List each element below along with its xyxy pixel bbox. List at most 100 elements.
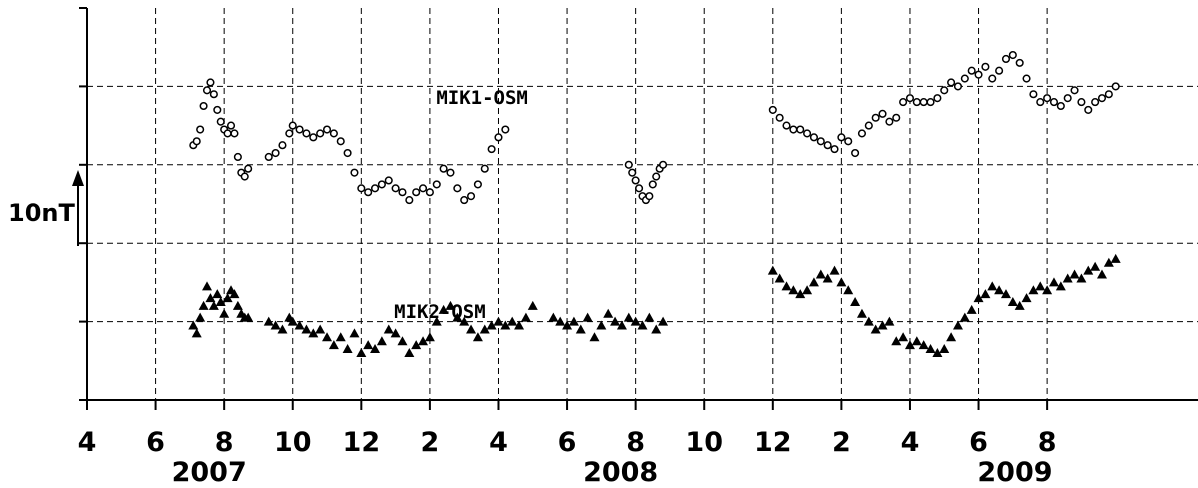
data-point-mik2 [342,344,353,354]
data-point-mik1 [981,62,990,71]
data-point-mik2 [822,273,833,283]
data-point-mik2 [808,277,819,287]
data-point-mik2 [270,320,281,330]
data-point-mik1 [878,109,887,118]
data-point-mik2 [376,336,387,346]
data-point-mik2 [479,324,490,334]
data-point-mik1 [1043,94,1052,103]
data-point-mik2 [287,316,298,326]
data-point-mik2 [205,293,216,303]
data-point-mik1 [919,98,928,107]
data-point-mik1 [1029,90,1038,99]
data-point-mik1 [953,82,963,91]
data-point-mik2 [263,316,274,326]
data-point-mik2 [582,312,593,322]
data-point-mik1 [473,180,482,189]
x-axis-ticks: 4 6 8 10 12 2 4 6 8 10 12 2 4 6 8 [78,400,1057,458]
data-point-mik2 [1021,293,1032,303]
data-point-mik2 [658,316,669,326]
data-point-mik2 [219,308,230,318]
data-point-mik2 [877,320,888,330]
data-point-mik2 [397,336,408,346]
data-point-mik1 [501,125,510,134]
data-point-mik1 [309,133,318,142]
data-point-mik1 [295,125,304,134]
data-point-mik1 [1015,58,1024,67]
scale-label: 10nT [8,199,75,227]
data-point-mik2 [644,312,655,322]
data-point-mik2 [562,320,573,330]
data-point-mik1 [789,125,798,134]
data-point-mik1 [851,148,860,158]
data-point-mik1 [199,101,208,111]
data-point-mik1 [857,129,867,138]
data-point-mik1 [844,137,853,146]
data-point-mik1 [837,133,846,142]
data-point-mik2 [500,320,511,330]
data-point-mik2 [1055,281,1066,291]
data-point-mik1 [192,137,201,146]
data-point-mik1 [1111,82,1120,91]
data-point-mik1 [1063,94,1072,103]
data-point-mik1 [223,129,232,138]
data-point-mik1 [816,137,825,146]
x-tick-label: 6 [969,427,988,458]
data-point-mik1 [453,184,462,193]
data-point-mik1 [809,133,819,142]
data-point-mik1 [645,192,654,201]
data-point-mik2 [623,312,634,322]
year-labels: 2007 2008 2009 [172,457,1053,488]
data-point-mik2 [431,316,442,326]
data-point-mik1 [1001,54,1011,64]
data-point-mik2 [212,289,223,299]
data-point-mik2 [383,324,394,334]
data-point-mik1 [796,125,805,134]
data-point-mik1 [892,113,901,122]
data-point-mik2 [370,344,381,354]
scale-bar: 10nT [8,170,84,246]
data-point-mik1 [1104,90,1113,99]
data-point-mik1 [244,164,253,173]
data-point-mik2 [404,347,415,357]
data-point-mik2 [191,328,202,338]
data-point-mik1 [905,94,915,103]
data-point-mik2 [277,324,288,334]
data-point-mik1 [926,98,935,107]
data-point-mik1 [1097,94,1107,103]
data-point-mik2 [973,293,984,303]
data-point-mik1 [271,148,280,158]
data-point-mik1 [357,184,366,193]
data-point-mik1 [494,133,503,142]
data-point-mik2 [651,324,662,334]
x-tick-label: 8 [215,427,234,458]
data-point-mik2 [952,320,963,330]
data-point-mik2 [925,344,936,354]
data-point-mik1 [960,74,969,83]
data-point-mik2 [891,336,902,346]
data-point-mik2 [596,320,607,330]
data-point-mik2 [802,285,813,295]
data-point-mik2 [589,332,600,342]
data-point-mik2 [1048,277,1059,287]
series-mik2-osm [188,253,1121,357]
grid-lines [87,8,1198,400]
data-point-mik2 [390,328,401,338]
data-point-mik1 [768,105,777,114]
data-point-mik2 [918,340,929,350]
data-point-mik1 [343,148,352,158]
data-point-mik1 [405,196,414,205]
x-tick-label: 8 [1038,427,1057,458]
data-point-mik1 [209,90,218,99]
x-tick-label: 4 [78,427,97,458]
data-point-mik1 [316,129,325,138]
data-point-mik2 [418,336,429,346]
data-point-mik1 [418,184,428,193]
data-point-mik1 [425,188,434,197]
data-point-mik2 [829,265,840,275]
data-point-mik1 [1084,105,1093,114]
data-point-mik2 [315,324,326,334]
data-point-mik2 [870,324,881,334]
data-point-mik2 [904,340,915,350]
data-point-mik2 [1007,297,1018,306]
